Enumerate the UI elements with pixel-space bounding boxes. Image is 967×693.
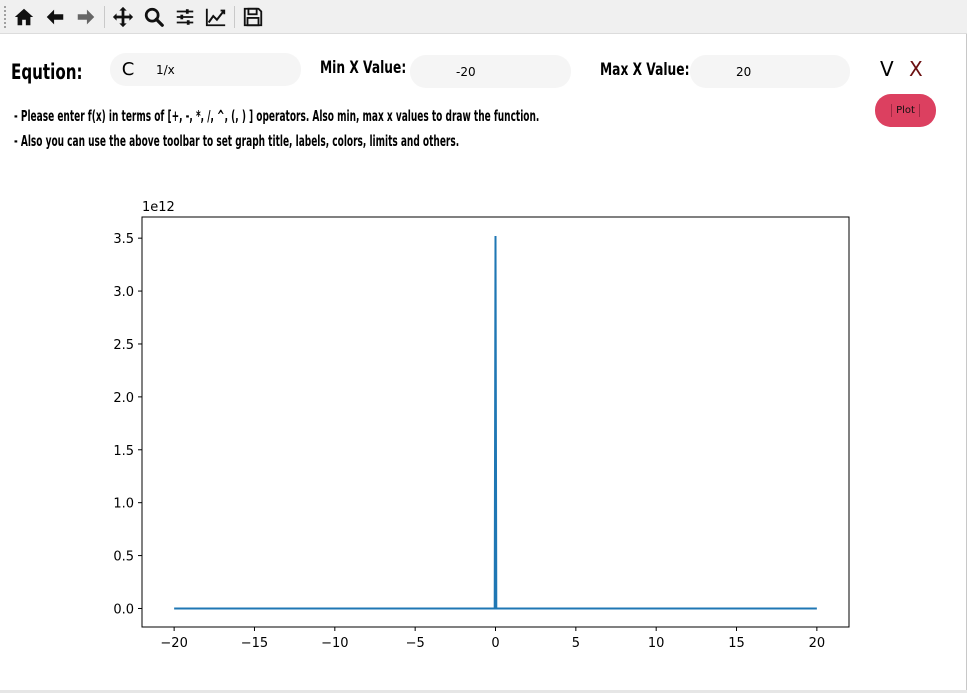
equation-input[interactable]: [110, 53, 301, 86]
max-x-label: Max X Value:: [600, 60, 690, 80]
equation-label: Eqution:: [11, 60, 83, 84]
y-tick-label: 3.5: [113, 232, 134, 247]
y-tick-label: 2.5: [113, 338, 134, 353]
y-tick-label: 3.0: [113, 285, 134, 300]
home-icon[interactable]: [12, 5, 36, 29]
y-tick-label: 1.5: [113, 444, 134, 459]
x-tick-label: 5: [572, 636, 580, 651]
x-tick-label: 0: [491, 636, 499, 651]
min-x-input[interactable]: [410, 55, 571, 88]
x-button[interactable]: X: [909, 57, 923, 81]
x-tick-label: −5: [406, 636, 425, 651]
plot-button[interactable]: Plot: [875, 94, 936, 127]
x-tick-label: −15: [241, 636, 268, 651]
pan-icon[interactable]: [111, 5, 135, 29]
y-tick-label: 1.0: [113, 497, 134, 512]
series-line: [174, 236, 817, 610]
navigation-toolbar: [0, 0, 967, 34]
x-tick-label: −10: [321, 636, 348, 651]
toolbar-separator: [234, 6, 235, 28]
x-tick-label: 15: [728, 636, 745, 651]
plot-button-label: Plot: [891, 104, 920, 117]
y-tick-label: 0.5: [113, 550, 134, 565]
function-plot[interactable]: −20 −15 −10 −5 0 5 10 15 20 0.0 0.5 1.0 1.5 2.0 2.5 3.0…: [0, 195, 967, 665]
configure-subplots-icon[interactable]: [173, 5, 197, 29]
edit-axis-icon[interactable]: [204, 5, 228, 29]
clear-button[interactable]: C: [121, 59, 135, 80]
hint-line-1: - Please enter f(x) in terms of [+, -, *…: [14, 107, 540, 125]
forward-icon[interactable]: [74, 5, 98, 29]
save-icon[interactable]: [241, 5, 265, 29]
toolbar-grip[interactable]: [3, 5, 7, 29]
hint-line-2: - Also you can use the above toolbar to …: [14, 132, 460, 150]
min-x-label: Min X Value:: [320, 58, 407, 78]
back-icon[interactable]: [43, 5, 67, 29]
x-tick-label: 20: [809, 636, 826, 651]
x-tick-label: −20: [160, 636, 187, 651]
toolbar-separator: [104, 6, 105, 28]
max-x-input[interactable]: [690, 55, 850, 88]
y-tick-label: 0.0: [113, 602, 134, 617]
y-offset-label: 1e12: [142, 200, 175, 215]
zoom-icon[interactable]: [142, 5, 166, 29]
x-tick-label: 10: [648, 636, 665, 651]
y-tick-label: 2.0: [113, 391, 134, 406]
window-bottom-edge: [0, 690, 967, 693]
v-button[interactable]: V: [880, 57, 894, 81]
